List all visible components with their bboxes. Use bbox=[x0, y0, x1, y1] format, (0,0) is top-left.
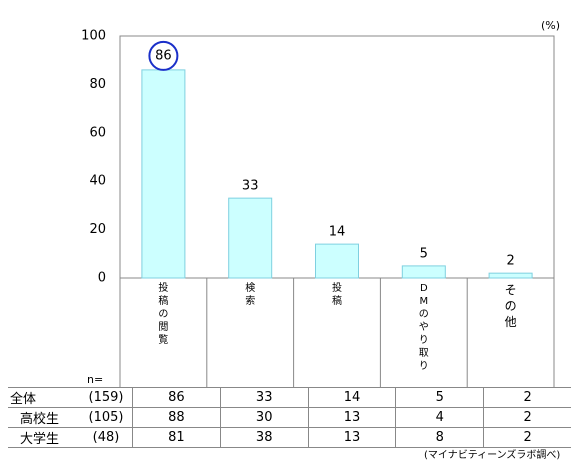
bar bbox=[401, 265, 446, 279]
table-cell: 5 bbox=[395, 387, 484, 408]
y-tick-label: 20 bbox=[89, 222, 106, 237]
table-cell: 4 bbox=[395, 407, 484, 428]
bar bbox=[488, 272, 533, 279]
y-tick-label: 40 bbox=[89, 174, 106, 189]
table-cell: 8 bbox=[395, 427, 484, 448]
data-table: 全体 (159) 86 33 14 5 2 高校生 (105) 88 30 13 4 2 大学生 (48) 81… bbox=[8, 387, 571, 448]
row-sample-size: (105) bbox=[88, 410, 124, 425]
table-cell: 86 bbox=[132, 387, 221, 408]
bar bbox=[228, 197, 273, 279]
y-axis: 0 20 40 60 80 100 bbox=[81, 29, 106, 286]
data-label: 2 bbox=[506, 254, 514, 269]
row-group-label: 大学生 bbox=[20, 432, 60, 447]
table-row: 大学生 (48) 81 38 13 8 2 bbox=[8, 427, 571, 448]
category-label: その他 bbox=[504, 283, 517, 329]
y-tick-label: 100 bbox=[81, 29, 106, 44]
category-label: 検索 bbox=[245, 283, 256, 307]
table-cell: 14 bbox=[307, 387, 396, 408]
table-row: 全体 (159) 86 33 14 5 2 bbox=[8, 387, 571, 408]
table-cell: 2 bbox=[483, 407, 571, 428]
table-cell: 88 bbox=[132, 407, 221, 428]
table-cell: 2 bbox=[483, 387, 571, 408]
data-label: 5 bbox=[420, 246, 428, 261]
data-label: 33 bbox=[242, 179, 259, 194]
data-label: 86 bbox=[155, 48, 172, 63]
highlight-circle bbox=[148, 40, 179, 71]
table-cell: 30 bbox=[219, 407, 309, 428]
category-label: 投稿 bbox=[332, 283, 342, 307]
table-cell: 81 bbox=[132, 427, 221, 448]
source-note: (マイナビティーンズラボ調べ) bbox=[424, 450, 561, 461]
row-sample-size: (48) bbox=[92, 430, 120, 445]
table-cell: 13 bbox=[307, 407, 396, 428]
table-cell: 2 bbox=[483, 427, 571, 448]
row-group-label: 全体 bbox=[10, 392, 37, 407]
bar bbox=[141, 69, 186, 279]
y-tick-label: 0 bbox=[98, 271, 106, 286]
n-label: n= bbox=[87, 373, 104, 386]
bars bbox=[141, 69, 533, 279]
bar bbox=[315, 243, 359, 279]
table-cell: 33 bbox=[219, 387, 309, 408]
data-labels: 86 33 14 5 2 bbox=[148, 40, 515, 269]
data-label: 14 bbox=[329, 225, 346, 240]
y-tick-label: 60 bbox=[89, 125, 106, 140]
table-cell: 13 bbox=[307, 427, 396, 448]
table-cell: 38 bbox=[219, 427, 309, 448]
unit-label: (%) bbox=[541, 19, 561, 32]
category-label: 投稿の閲覧 bbox=[158, 283, 169, 346]
row-group-label: 高校生 bbox=[20, 412, 60, 427]
table-row: 高校生 (105) 88 30 13 4 2 bbox=[8, 407, 571, 428]
row-sample-size: (159) bbox=[88, 390, 124, 405]
y-tick-label: 80 bbox=[89, 77, 106, 92]
